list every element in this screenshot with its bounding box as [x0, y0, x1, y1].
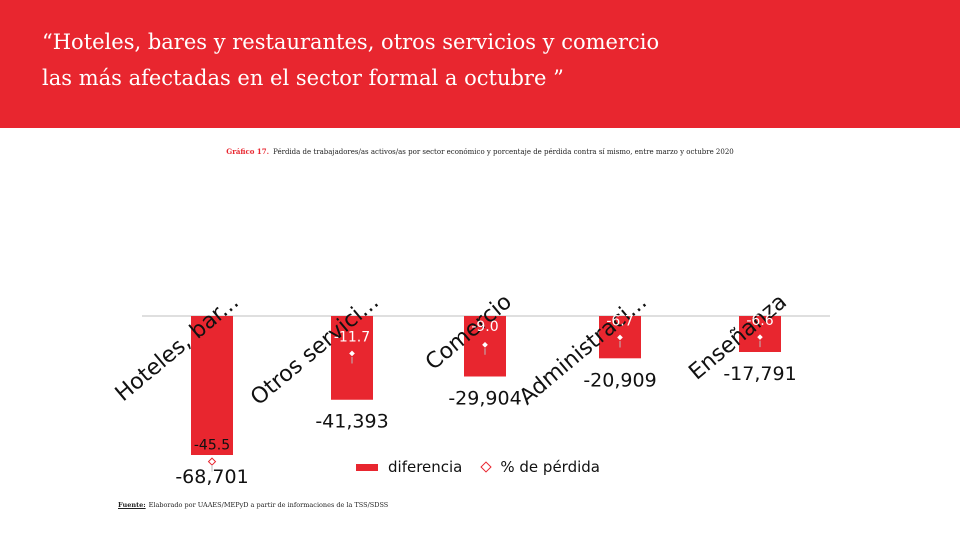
pct-value-label-3: -6.7 — [606, 313, 633, 329]
bar-value-label-3: -20,909 — [583, 369, 656, 391]
chart-legend: diferencia % de pérdida — [356, 458, 600, 476]
bar-value-label-1: -41,393 — [315, 411, 388, 433]
legend-diamond-icon — [480, 461, 493, 473]
chart-subtitle-lead: Gráfico 17. — [226, 147, 270, 156]
bar-value-label-2: -29,904 — [448, 388, 521, 410]
source-note: Fuente: Elaborado por UAAES/MEPyD a parti… — [118, 501, 388, 509]
pct-value-label-2: -9.0 — [471, 319, 498, 335]
pct-value-label-0: -45.5 — [194, 438, 230, 454]
pct-marker-0 — [207, 457, 217, 466]
source-note-text: Elaborado por UAAES/MEPyD a partir de in… — [148, 501, 389, 509]
pct-value-label-4: -6.6 — [746, 313, 773, 329]
source-note-lead: Fuente: — [118, 501, 146, 509]
legend-marker-label: % de pérdida — [500, 458, 600, 476]
bar-value-label-4: -17,791 — [723, 363, 796, 385]
legend-bar-swatch — [356, 463, 378, 471]
chart-subtitle: Gráfico 17. Pérdida de trabajadores/as ac… — [0, 147, 960, 156]
pct-value-label-1: -11.7 — [334, 329, 370, 345]
chart-subtitle-text: Pérdida de trabajadores/as activos/as po… — [273, 148, 734, 156]
page-title-line-2: las más afectadas en el sector formal a … — [42, 66, 564, 90]
bar-value-label-0: -68,701 — [175, 466, 248, 488]
legend-bar-label: diferencia — [388, 458, 463, 476]
bar-0 — [191, 316, 233, 455]
page-title-line-1: “Hoteles, bares y restaurantes, otros se… — [42, 30, 660, 54]
title-banner — [0, 0, 960, 128]
